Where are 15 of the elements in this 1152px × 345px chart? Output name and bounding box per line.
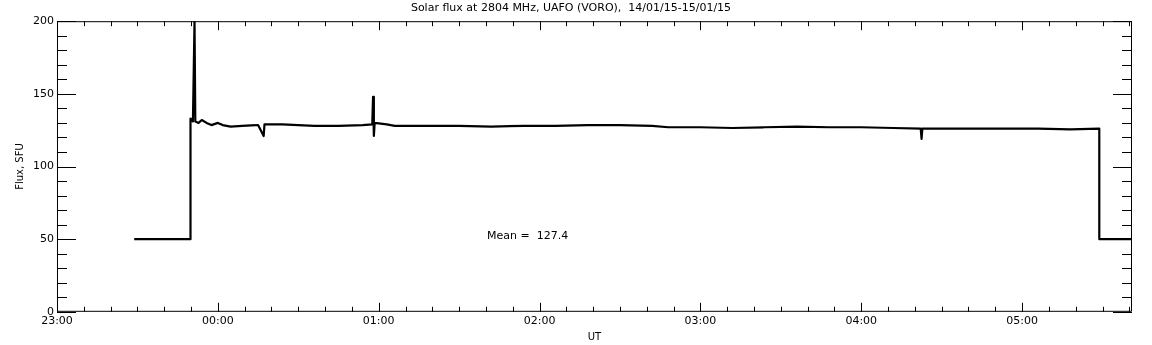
- annotation: Mean = 127.4: [487, 229, 569, 243]
- x-tick-label: 04:00: [845, 314, 878, 328]
- y-tick-label: 150: [33, 86, 54, 100]
- y-tick-label: 200: [33, 14, 54, 28]
- chart-title: Solar flux at 2804 MHz, UAFO (VORO), 14/01/15-15/01/15: [410, 1, 732, 15]
- x-tick-label: 03:00: [684, 314, 717, 328]
- y-tick-label: 50: [40, 232, 54, 246]
- x-axis-title: UT: [587, 330, 603, 342]
- y-axis-title: Flux, SFU: [13, 143, 25, 190]
- x-tick-label: 02:00: [523, 314, 556, 328]
- x-tick-label: 05:00: [1006, 314, 1038, 328]
- y-tick-label: 100: [33, 159, 54, 173]
- x-tick-label: 23:00: [41, 314, 73, 328]
- x-tick-label: 00:00: [201, 314, 234, 328]
- x-tick-label: 01:00: [362, 314, 395, 328]
